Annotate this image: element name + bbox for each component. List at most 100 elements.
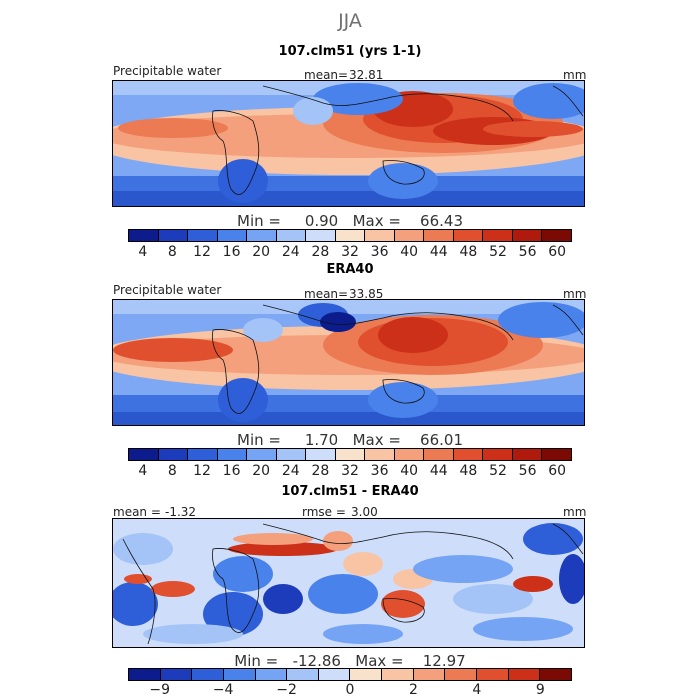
colorbar-tick-label: 40 xyxy=(400,244,419,260)
panel-1-map xyxy=(112,80,585,207)
colorbar-tick-label: 56 xyxy=(518,244,537,260)
panel-2-variable-label: Precipitable water xyxy=(113,283,222,297)
panel-1-colorbar xyxy=(128,229,572,242)
colorbar-swatch xyxy=(382,669,414,680)
colorbar-swatch xyxy=(453,230,484,241)
colorbar-swatch xyxy=(276,449,307,460)
colorbar-swatch xyxy=(217,230,248,241)
colorbar-tick-label: 2 xyxy=(408,682,418,698)
colorbar-swatch xyxy=(365,230,395,241)
panel-1-title: 107.clm51 (yrs 1-1) xyxy=(278,44,422,59)
colorbar-tick-label: 56 xyxy=(518,463,537,479)
colorbar-swatch xyxy=(512,230,543,241)
colorbar-swatch xyxy=(445,669,478,680)
colorbar-tick-label: 12 xyxy=(193,244,211,260)
panel-2-min-label: Min = xyxy=(237,431,281,449)
panel-3-mean-value: -1.32 xyxy=(165,505,197,519)
colorbar-swatch xyxy=(158,449,189,460)
panel-3-rmse-value: 3.00 xyxy=(351,505,378,519)
panel-1-max-label: Max = xyxy=(352,212,401,230)
colorbar-swatch xyxy=(188,230,218,241)
colorbar-tick-label: 36 xyxy=(370,463,389,479)
colorbar-tick-label: 32 xyxy=(341,244,359,260)
colorbar-tick-label: 4 xyxy=(472,682,482,698)
panel-3-colorbar xyxy=(128,668,572,681)
colorbar-tick-label: 20 xyxy=(252,463,271,479)
colorbar-swatch xyxy=(542,449,571,460)
colorbar-tick-label: 24 xyxy=(281,463,300,479)
colorbar-tick-label: 60 xyxy=(548,463,567,479)
colorbar-swatch xyxy=(483,230,513,241)
colorbar-tick-label: 24 xyxy=(281,244,300,260)
colorbar-tick-label: 4 xyxy=(138,463,148,479)
colorbar-tick-label: −2 xyxy=(276,682,297,698)
panel-2-map xyxy=(112,299,585,426)
colorbar-tick-label: 4 xyxy=(138,244,148,260)
panel-2-min-value: 1.70 xyxy=(304,431,339,449)
colorbar-swatch xyxy=(335,449,366,460)
colorbar-tick-label: 12 xyxy=(193,463,211,479)
colorbar-tick-label: −9 xyxy=(149,682,171,698)
colorbar-swatch xyxy=(129,669,161,680)
colorbar-tick-label: 8 xyxy=(167,463,177,479)
colorbar-swatch xyxy=(350,669,383,680)
colorbar-swatch xyxy=(318,669,351,680)
colorbar-swatch xyxy=(217,449,248,460)
colorbar-tick-label: −4 xyxy=(212,682,234,698)
panel-2-colorbar-ticks: 4 8 12 16 20 24 28 32 36 40 44 48 52 56 60 xyxy=(128,463,572,479)
panel-1-max-value: 66.43 xyxy=(420,212,463,230)
colorbar-swatch xyxy=(542,230,571,241)
colorbar-tick-label: 28 xyxy=(311,244,330,260)
colorbar-swatch xyxy=(413,669,446,680)
panel-2-max-label: Max = xyxy=(352,431,401,449)
colorbar-swatch xyxy=(223,669,256,680)
colorbar-swatch xyxy=(540,669,571,680)
colorbar-swatch xyxy=(335,230,366,241)
panel-1-mean-value: 32.81 xyxy=(349,68,384,82)
panel-3-mean-label: mean = xyxy=(113,505,161,519)
colorbar-tick-label: 40 xyxy=(400,463,419,479)
colorbar-tick-label: 0 xyxy=(345,682,355,698)
panel-1-colorbar-ticks: 4 8 12 16 20 24 28 32 36 40 44 48 52 56 60 xyxy=(128,244,572,260)
colorbar-tick-label: 8 xyxy=(167,244,177,260)
colorbar-swatch xyxy=(394,230,425,241)
colorbar-swatch xyxy=(255,669,288,680)
panel-1-min-value: 0.90 xyxy=(304,212,339,230)
colorbar-swatch xyxy=(276,230,307,241)
panel-2-colorbar xyxy=(128,448,572,461)
colorbar-tick-label: 44 xyxy=(429,244,448,260)
colorbar-swatch xyxy=(306,449,336,460)
panel-1-min-label: Min = xyxy=(237,212,281,230)
colorbar-tick-label: 20 xyxy=(252,244,271,260)
colorbar-swatch xyxy=(483,449,513,460)
colorbar-swatch xyxy=(192,669,224,680)
panel-3-title: 107.clm51 - ERA40 xyxy=(281,484,419,499)
colorbar-swatch xyxy=(306,230,336,241)
panel-1-minmax: Min = 0.90 Max = 66.43 xyxy=(0,212,700,230)
colorbar-swatch xyxy=(247,230,277,241)
panel-3-map xyxy=(112,518,585,648)
colorbar-swatch xyxy=(477,669,509,680)
colorbar-tick-label: 28 xyxy=(311,463,330,479)
panel-3-units: mm xyxy=(563,505,587,519)
colorbar-swatch xyxy=(424,230,454,241)
panel-3-colorbar-ticks: −9 −4 −2 0 2 4 9 xyxy=(128,682,572,698)
panel-2-minmax: Min = 1.70 Max = 66.01 xyxy=(0,431,700,449)
panel-3-rmse-label: rmse = xyxy=(302,505,346,519)
colorbar-tick-label: 16 xyxy=(222,244,241,260)
panel-3-min-value: -12.86 xyxy=(292,652,341,670)
panel-2-mean-value: 33.85 xyxy=(349,287,384,301)
panel-2-units: mm xyxy=(563,287,587,301)
colorbar-tick-label: 48 xyxy=(459,244,478,260)
colorbar-swatch xyxy=(453,449,484,460)
panel-2-mean-label: mean= xyxy=(304,287,349,301)
colorbar-tick-label: 9 xyxy=(535,682,545,698)
colorbar-swatch xyxy=(158,230,189,241)
colorbar-swatch xyxy=(129,230,159,241)
colorbar-tick-label: 36 xyxy=(370,244,389,260)
colorbar-swatch xyxy=(160,669,193,680)
panel-3-max-value: 12.97 xyxy=(422,652,466,670)
panel-1-mean-label: mean= xyxy=(304,68,349,82)
colorbar-tick-label: 60 xyxy=(548,244,567,260)
colorbar-swatch xyxy=(188,449,218,460)
